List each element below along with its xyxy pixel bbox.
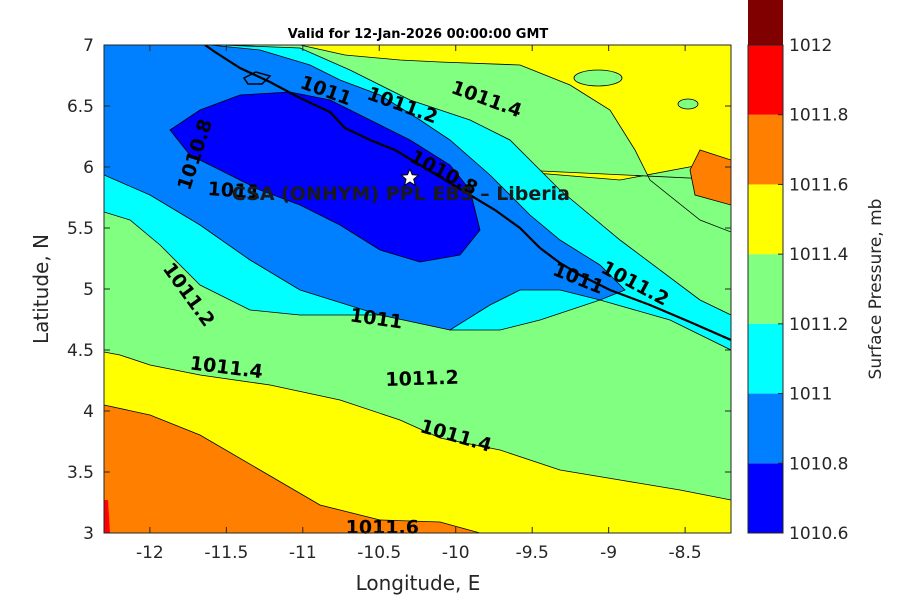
fill-band-1011.6-east	[689, 149, 731, 206]
y-tick-label: 7	[83, 36, 94, 56]
contour-label: 1011.6	[346, 517, 419, 539]
x-tick-label: -8.5	[669, 543, 702, 563]
y-tick-label: 5	[83, 280, 94, 300]
colorbar-tick-label: 1010.6	[789, 524, 848, 544]
colorbar-tick-label: 1011.8	[789, 106, 848, 126]
y-tick-label: 6	[83, 158, 94, 178]
x-axis-title: Longitude, E	[356, 571, 481, 595]
fill-patch-1011.2-tiny	[677, 98, 699, 110]
y-axis-ticks: 3 3.5 4 4.5 5 5.5 6 6.5 7	[67, 36, 731, 544]
y-tick-label: 6.5	[67, 97, 94, 117]
fill-band-1011.6-south	[104, 404, 481, 533]
x-tick-label: -12	[136, 543, 164, 563]
colorbar-swatch	[748, 45, 783, 115]
colorbar-swatch	[748, 393, 783, 464]
x-tick-label: -10.5	[357, 543, 401, 563]
y-tick-label: 3	[83, 524, 94, 544]
contour-label: 1011	[207, 178, 261, 204]
x-tick-label: -9.5	[516, 543, 549, 563]
x-tick-label: -11	[289, 543, 317, 563]
colorbar-tick-label: 1011	[789, 385, 832, 405]
colorbar-swatch	[748, 0, 783, 46]
x-axis-ticks: -12 -11.5 -11 -10.5 -10 -9.5 -9 -8.5	[136, 45, 702, 563]
contour-label: 1011.2	[385, 367, 459, 392]
x-tick-label: -9	[600, 543, 617, 563]
site-annotation: CSA (ONHYM) PPL EBS – Liberia	[232, 183, 570, 205]
colorbar-swatch	[748, 184, 783, 255]
y-tick-label: 4	[83, 402, 94, 422]
x-tick-label: -11.5	[204, 543, 248, 563]
colorbar-tick-label: 1010.8	[789, 454, 848, 474]
colorbar-swatch	[748, 114, 783, 185]
colorbar-swatch	[748, 323, 783, 394]
colorbar-swatch	[748, 254, 783, 324]
y-axis-title: Latitude, N	[29, 234, 53, 344]
chart-title: Valid for 12-Jan-2026 00:00:00 GMT	[288, 27, 549, 42]
fill-band-1011.8	[104, 500, 110, 533]
colorbar-tick-label: 1011.6	[789, 175, 848, 195]
colorbar-swatch	[748, 463, 783, 533]
y-tick-label: 3.5	[67, 463, 94, 483]
x-tick-label: -10	[442, 543, 470, 563]
colorbar: 1010.6 1010.8 1011 1011.2 1011.4 1011.6 1011.8…	[747, 0, 848, 544]
colorbar-tick-label: 1011.4	[789, 245, 848, 265]
fill-patch-1011.2-small	[573, 69, 623, 87]
contour-fills	[104, 45, 731, 533]
colorbar-tick-label: 1011.2	[789, 315, 848, 335]
colorbar-tick-label: 1012	[789, 36, 832, 56]
coastline	[204, 45, 731, 342]
site-star-icon	[400, 167, 420, 187]
y-tick-label: 5.5	[67, 219, 94, 239]
colorbar-frame	[747, 44, 784, 534]
island-outline	[242, 71, 272, 85]
colorbar-title: Surface Pressure, mb	[866, 199, 886, 380]
y-tick-label: 4.5	[67, 341, 94, 361]
